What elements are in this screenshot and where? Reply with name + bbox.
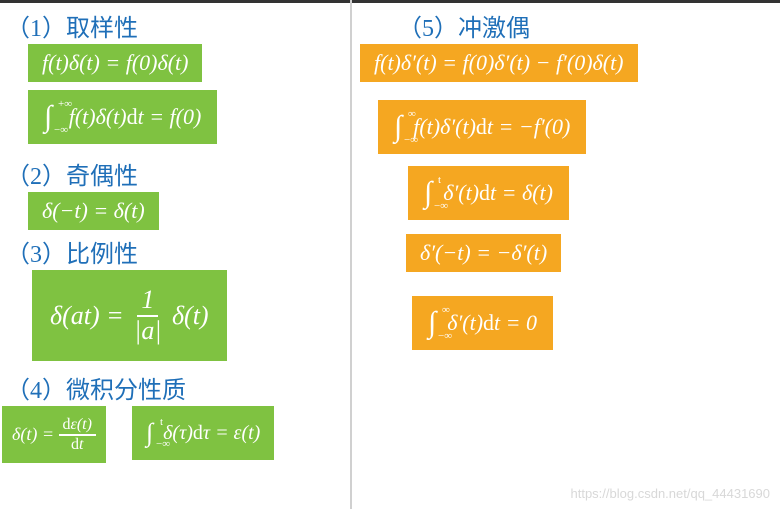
eq-1b-rest: t = f(0) [138,104,202,130]
eq-1b: ∫ +∞ −∞ f(t)δ(t) d t = f(0) [28,90,217,144]
eq-1b-body: f(t)δ(t) [69,104,127,130]
int-upper: t [438,174,441,186]
eq-5e: ∫ ∞ −∞ δ′(t) d t = 0 [412,296,553,350]
eq-1b-d: d [127,104,138,130]
heading-1: （1）取样性 [6,8,138,43]
eq-3-num: 1 [137,286,158,317]
heading-4: （4）微积分性质 [6,370,186,405]
int-upper: t [160,416,163,428]
eq-5d-text: δ′(−t) = −δ′(t) [420,240,547,266]
eq-5a: f(t)δ′(t) = f(0)δ′(t) − f′(0)δ(t) [360,44,638,82]
eq-5b: ∫ ∞ −∞ f(t)δ′(t) d t = −f′(0) [378,100,586,154]
eq-5b-rest: t = −f′(0) [487,114,570,140]
eq-5a-text: f(t)δ′(t) = f(0)δ′(t) − f′(0)δ(t) [374,50,624,76]
int-lower: −∞ [404,134,418,146]
eq-5e-d: d [483,310,494,336]
eq-5b-body: f(t)δ′(t) [413,114,476,140]
eq-5b-d: d [476,114,487,140]
eq-4b-d: d [193,422,203,445]
eq-4a-left: δ(t) = [12,424,54,445]
eq-3-right: δ(t) [172,301,209,331]
eq-4a-den: dt [67,436,87,454]
integral-icon: ∫ +∞ −∞ [44,100,52,134]
eq-5c-d: d [479,180,490,206]
eq-4a-num: dε(t) [59,416,96,436]
int-lower: −∞ [54,124,68,136]
eq-3-left: δ(at) = [50,301,124,331]
int-lower: −∞ [156,438,170,450]
eq-1a-text: f(t)δ(t) = f(0)δ(t) [42,50,188,76]
eq-4a: δ(t) = dε(t) dt [2,406,106,463]
heading-2: （2）奇偶性 [6,156,138,191]
eq-5e-rest: t = 0 [494,310,537,336]
vertical-divider [350,0,352,509]
int-upper: +∞ [58,98,72,110]
eq-5c: ∫ t −∞ δ′(t) d t = δ(t) [408,166,569,220]
eq-5d: δ′(−t) = −δ′(t) [406,234,561,272]
eq-3-frac: 1 |a| [130,286,165,345]
integral-icon: ∫ t −∞ [146,418,153,448]
top-bar [0,0,780,3]
eq-2-text: δ(−t) = δ(t) [42,198,145,224]
eq-4b: ∫ t −∞ δ(τ) d τ = ε(t) [132,406,274,460]
heading-3: （3）比例性 [6,234,138,269]
eq-2: δ(−t) = δ(t) [28,192,159,230]
eq-5c-body: δ′(t) [443,180,479,206]
int-lower: −∞ [438,330,452,342]
eq-4b-rest: τ = ε(t) [203,422,260,445]
eq-3-den: |a| [130,317,165,346]
eq-5c-rest: t = δ(t) [490,180,553,206]
int-lower: −∞ [434,200,448,212]
watermark: https://blog.csdn.net/qq_44431690 [571,486,771,501]
int-upper: ∞ [408,108,416,120]
eq-5e-body: δ′(t) [447,310,483,336]
heading-5: （5）冲激偶 [398,8,530,43]
eq-1a: f(t)δ(t) = f(0)δ(t) [28,44,202,82]
eq-4a-frac: dε(t) dt [59,416,96,453]
integral-icon: ∫ ∞ −∞ [394,110,402,144]
eq-3: δ(at) = 1 |a| δ(t) [32,270,227,361]
integral-icon: ∫ t −∞ [424,176,432,210]
int-upper: ∞ [442,304,450,316]
integral-icon: ∫ ∞ −∞ [428,306,436,340]
